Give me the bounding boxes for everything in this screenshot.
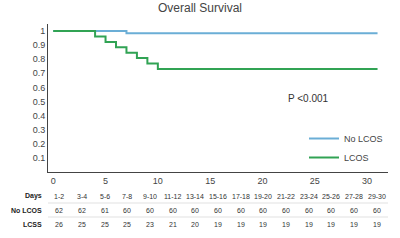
svg-text:15: 15 [205, 176, 215, 186]
svg-text:7-8: 7-8 [122, 193, 132, 200]
svg-text:19: 19 [237, 221, 245, 228]
svg-text:19: 19 [305, 221, 313, 228]
svg-text:9-10: 9-10 [143, 193, 157, 200]
svg-text:0.1: 0.1 [33, 153, 46, 163]
svg-text:3-4: 3-4 [77, 193, 87, 200]
svg-text:19: 19 [350, 221, 358, 228]
svg-text:Days: Days [25, 192, 42, 200]
svg-text:0.2: 0.2 [33, 139, 46, 149]
svg-text:0.7: 0.7 [33, 68, 46, 78]
svg-text:23-24: 23-24 [300, 193, 318, 200]
svg-text:21: 21 [169, 221, 177, 228]
svg-text:25: 25 [310, 176, 320, 186]
svg-text:25: 25 [78, 221, 86, 228]
svg-text:17-18: 17-18 [232, 193, 250, 200]
svg-text:60: 60 [214, 207, 222, 214]
svg-text:13-14: 13-14 [186, 193, 204, 200]
svg-text:19-20: 19-20 [254, 193, 272, 200]
svg-text:0.4: 0.4 [33, 111, 46, 121]
svg-text:P <0.001: P <0.001 [288, 93, 329, 104]
svg-text:60: 60 [191, 207, 199, 214]
svg-text:20: 20 [191, 221, 199, 228]
svg-text:60: 60 [305, 207, 313, 214]
svg-text:25-26: 25-26 [322, 193, 340, 200]
svg-text:LCSS: LCSS [23, 221, 42, 228]
svg-text:No LCOS: No LCOS [344, 134, 383, 144]
svg-text:19: 19 [214, 221, 222, 228]
svg-text:5: 5 [103, 176, 108, 186]
svg-text:10: 10 [153, 176, 163, 186]
svg-text:0.3: 0.3 [33, 125, 46, 135]
svg-text:0.6: 0.6 [33, 83, 46, 93]
svg-text:26: 26 [55, 221, 63, 228]
svg-text:20: 20 [257, 176, 267, 186]
svg-text:25: 25 [123, 221, 131, 228]
svg-text:29-30: 29-30 [368, 193, 386, 200]
svg-text:60: 60 [146, 207, 154, 214]
svg-text:0.8: 0.8 [33, 54, 46, 64]
svg-text:60: 60 [282, 207, 290, 214]
svg-text:62: 62 [78, 207, 86, 214]
svg-text:60: 60 [350, 207, 358, 214]
svg-text:Overall Survival: Overall Survival [158, 1, 242, 15]
svg-text:60: 60 [259, 207, 267, 214]
svg-text:19: 19 [373, 221, 381, 228]
svg-text:23: 23 [146, 221, 154, 228]
svg-text:60: 60 [327, 207, 335, 214]
svg-text:19: 19 [282, 221, 290, 228]
svg-text:1: 1 [40, 26, 45, 36]
svg-text:No LCOS: No LCOS [11, 207, 42, 214]
svg-text:21-22: 21-22 [277, 193, 295, 200]
svg-text:25: 25 [101, 221, 109, 228]
svg-text:15-16: 15-16 [209, 193, 227, 200]
svg-text:5-6: 5-6 [100, 193, 110, 200]
svg-text:60: 60 [237, 207, 245, 214]
svg-text:19: 19 [259, 221, 267, 228]
svg-text:62: 62 [55, 207, 63, 214]
svg-text:0.9: 0.9 [33, 40, 46, 50]
svg-text:11-12: 11-12 [164, 193, 181, 200]
svg-text:30: 30 [362, 176, 372, 186]
svg-text:19: 19 [327, 221, 335, 228]
svg-text:0: 0 [51, 176, 56, 186]
svg-text:60: 60 [123, 207, 131, 214]
svg-text:LCOS: LCOS [344, 153, 369, 163]
svg-text:0.5: 0.5 [33, 97, 46, 107]
svg-text:60: 60 [373, 207, 381, 214]
svg-text:61: 61 [101, 207, 109, 214]
svg-text:1-2: 1-2 [54, 193, 64, 200]
svg-text:27-28: 27-28 [345, 193, 363, 200]
svg-text:60: 60 [169, 207, 177, 214]
